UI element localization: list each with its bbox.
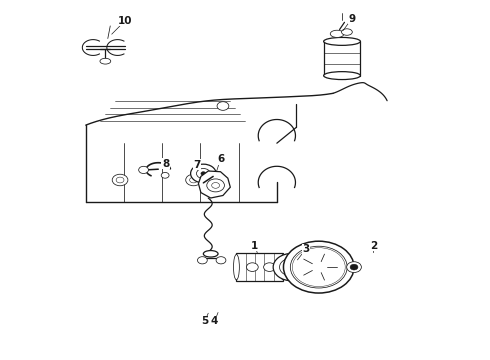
Circle shape <box>201 172 206 175</box>
Ellipse shape <box>342 29 352 35</box>
Ellipse shape <box>280 255 286 280</box>
Text: 2: 2 <box>370 240 377 251</box>
Circle shape <box>273 253 311 281</box>
Circle shape <box>311 261 326 273</box>
Circle shape <box>293 248 345 287</box>
Circle shape <box>216 257 226 264</box>
Text: 3: 3 <box>302 244 309 254</box>
Polygon shape <box>198 171 230 198</box>
Circle shape <box>197 257 207 264</box>
Ellipse shape <box>323 37 361 45</box>
Circle shape <box>186 174 201 186</box>
Circle shape <box>290 246 347 288</box>
Circle shape <box>190 177 197 183</box>
Circle shape <box>283 241 354 293</box>
Circle shape <box>207 179 224 192</box>
Circle shape <box>346 262 362 273</box>
Text: 10: 10 <box>118 16 132 26</box>
Ellipse shape <box>203 251 218 257</box>
Circle shape <box>196 168 210 179</box>
Circle shape <box>212 183 220 188</box>
Circle shape <box>350 264 358 270</box>
Circle shape <box>280 258 304 276</box>
Text: 7: 7 <box>193 159 201 170</box>
Circle shape <box>300 253 337 281</box>
Text: 9: 9 <box>348 14 355 24</box>
Circle shape <box>161 172 169 178</box>
Ellipse shape <box>323 72 361 80</box>
Ellipse shape <box>233 255 239 280</box>
Circle shape <box>116 177 124 183</box>
Circle shape <box>297 251 341 283</box>
Circle shape <box>112 174 128 186</box>
Ellipse shape <box>330 30 344 37</box>
Circle shape <box>191 164 216 183</box>
Text: 6: 6 <box>217 154 224 164</box>
Circle shape <box>217 102 229 111</box>
Text: 1: 1 <box>251 240 258 251</box>
Circle shape <box>246 263 258 271</box>
Circle shape <box>139 166 148 174</box>
Circle shape <box>294 249 343 285</box>
Text: 4: 4 <box>211 316 219 326</box>
Ellipse shape <box>100 58 111 64</box>
Bar <box>237 253 283 281</box>
Text: 8: 8 <box>162 159 169 169</box>
Circle shape <box>264 263 275 271</box>
Text: 5: 5 <box>201 316 208 326</box>
